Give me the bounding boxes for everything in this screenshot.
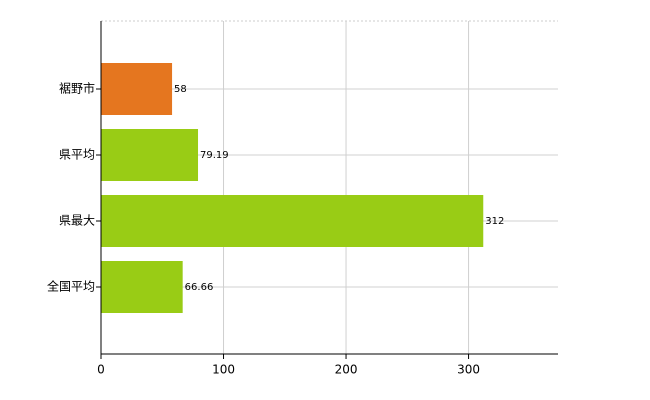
bar bbox=[101, 129, 199, 181]
y-tick-label: 全国平均 bbox=[47, 279, 95, 294]
y-tick-label: 県平均 bbox=[59, 148, 95, 162]
bar bbox=[101, 63, 173, 115]
x-tick-label: 0 bbox=[97, 363, 105, 377]
x-tick-label: 300 bbox=[457, 363, 480, 377]
bar bbox=[101, 261, 183, 313]
bar bbox=[101, 195, 484, 247]
y-tick-label: 県最大 bbox=[59, 214, 95, 228]
data-label: 79.19 bbox=[200, 150, 229, 161]
data-label: 66.66 bbox=[185, 282, 214, 293]
data-label: 58 bbox=[174, 84, 187, 95]
x-tick-label: 100 bbox=[212, 363, 235, 377]
y-tick-label: 裾野市 bbox=[59, 81, 95, 96]
x-tick-label: 200 bbox=[335, 363, 358, 377]
data-label: 312 bbox=[485, 216, 504, 227]
